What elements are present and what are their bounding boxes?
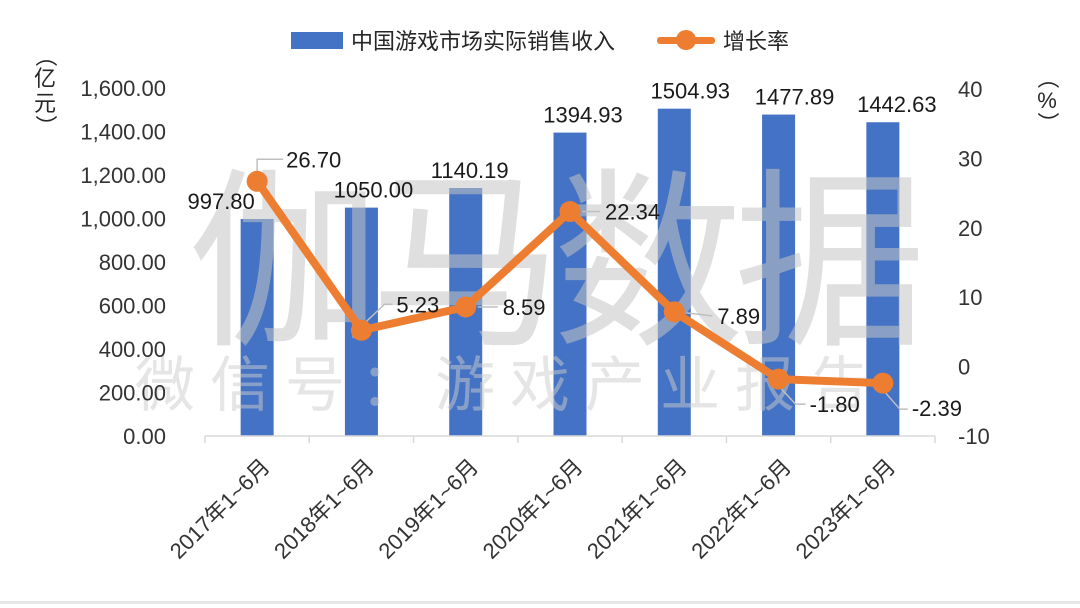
line-value-label: 26.70	[286, 147, 341, 172]
line-series-marker-icon	[657, 29, 715, 51]
bar-value-label: 1504.93	[651, 79, 731, 104]
x-category-label: 2020年1~6月	[478, 454, 588, 564]
x-category-label: 2017年1~6月	[165, 454, 275, 564]
bar-value-label: 1050.00	[334, 178, 414, 203]
right-axis-tick-label: 20	[958, 216, 982, 241]
left-axis-tick-label: 1,400.00	[80, 120, 166, 145]
right-axis-unit-char: %	[1037, 87, 1057, 113]
right-axis-open-paren: （	[1034, 66, 1060, 89]
data-point-marker	[663, 301, 685, 323]
left-axis-unit-char: 元	[34, 91, 57, 117]
left-axis-tick-label: 1,000.00	[80, 207, 166, 232]
line-value-label: 5.23	[396, 292, 439, 317]
legend-label-revenue: 中国游戏市场实际销售收入	[350, 29, 615, 54]
right-axis-close-paren: ）	[1034, 111, 1060, 134]
x-category-label: 2022年1~6月	[686, 454, 796, 564]
left-axis-close-paren: ）	[32, 115, 58, 138]
line-value-label: -2.39	[912, 396, 962, 421]
bar	[240, 218, 274, 436]
legend: 中国游戏市场实际销售收入 增长率	[0, 24, 1080, 56]
legend-label-growth: 增长率	[723, 29, 790, 54]
label-leader-line	[686, 312, 713, 317]
data-point-marker	[455, 296, 477, 318]
bar	[553, 132, 587, 436]
data-point-marker	[246, 170, 268, 192]
bottom-divider	[0, 601, 1080, 604]
line-value-label: 8.59	[503, 295, 546, 320]
x-category-label: 2019年1~6月	[373, 454, 483, 564]
right-axis-tick-label: -10	[958, 424, 990, 449]
legend-item-growth: 增长率	[657, 24, 789, 56]
bar-value-label: 1394.93	[543, 103, 623, 128]
line-value-label: 7.89	[717, 304, 760, 329]
line-value-label: -1.80	[810, 392, 860, 417]
bar-value-label: 1442.63	[857, 92, 937, 117]
x-category-label: 2021年1~6月	[582, 454, 692, 564]
data-point-marker	[768, 368, 790, 390]
right-axis-tick-label: 40	[958, 77, 982, 102]
left-axis-tick-label: 1,600.00	[80, 76, 166, 101]
bar-value-label: 1477.89	[755, 85, 835, 110]
x-category-label: 2023年1~6月	[791, 454, 901, 564]
bar-value-label: 1140.19	[431, 158, 509, 183]
data-point-marker	[559, 201, 581, 223]
bar-series-swatch-icon	[290, 31, 343, 49]
label-leader-line	[781, 388, 806, 405]
left-axis-tick-label: 0.00	[123, 424, 166, 449]
left-axis-open-paren: （	[32, 44, 58, 67]
left-axis-unit-char: 亿	[34, 65, 57, 91]
data-point-marker	[350, 319, 372, 341]
label-leader-line	[256, 158, 284, 176]
bar-value-label: 997.80	[187, 189, 254, 214]
left-axis-tick-label: 800.00	[99, 250, 166, 275]
right-axis-tick-label: 30	[958, 146, 982, 171]
legend-item-revenue: 中国游戏市场实际销售收入	[290, 24, 615, 56]
bar	[657, 108, 691, 436]
right-axis-tick-label: 0	[958, 355, 970, 380]
left-axis-tick-label: 400.00	[99, 337, 166, 362]
left-axis-tick-label: 200.00	[99, 381, 166, 406]
label-leader-line	[885, 392, 908, 410]
label-leader-line	[363, 303, 393, 324]
left-axis-tick-label: 1,200.00	[80, 163, 166, 188]
right-axis-title: （%）	[1034, 66, 1060, 134]
left-axis-title: （亿元）	[32, 44, 58, 138]
right-axis-tick-label: 10	[958, 285, 982, 310]
data-point-marker	[872, 372, 894, 394]
x-category-label: 2018年1~6月	[269, 454, 379, 564]
left-axis-tick-label: 600.00	[99, 294, 166, 319]
line-value-label: 22.34	[605, 200, 660, 225]
